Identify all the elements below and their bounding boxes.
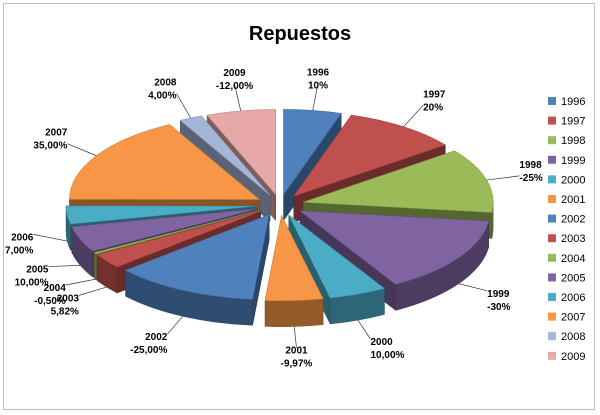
legend-swatch bbox=[548, 195, 556, 203]
data-label-1997: 1997 20% bbox=[423, 89, 446, 113]
leader-line-2009 bbox=[234, 84, 242, 111]
legend-label: 1997 bbox=[561, 116, 585, 128]
legend-item-2007: 2007 bbox=[548, 312, 585, 324]
legend-label: 2001 bbox=[561, 194, 585, 206]
legend-label: 1996 bbox=[561, 96, 585, 108]
legend-item-1999: 1999 bbox=[548, 155, 585, 167]
legend-item-2003: 2003 bbox=[548, 233, 585, 245]
legend-item-2005: 2005 bbox=[548, 272, 585, 284]
legend-swatch bbox=[548, 234, 556, 243]
leader-line-2003 bbox=[78, 286, 107, 296]
leader-lines bbox=[33, 83, 520, 348]
leader-line-1999 bbox=[458, 283, 488, 292]
legend-swatch bbox=[548, 214, 556, 223]
legend-item-1997: 1997 bbox=[548, 116, 585, 128]
slice-2001 bbox=[264, 214, 324, 327]
leader-line-2000 bbox=[357, 319, 371, 340]
leader-line-2006 bbox=[33, 234, 68, 242]
legend-swatch bbox=[548, 293, 556, 301]
legend-item-2001: 2001 bbox=[548, 194, 585, 206]
data-label-1999: 1999 -30% bbox=[487, 289, 510, 313]
legend-label: 2004 bbox=[561, 253, 585, 265]
legend-label: 2003 bbox=[561, 233, 585, 245]
data-label-2005: 2005 10,00% bbox=[15, 265, 49, 289]
legend-label: 1998 bbox=[561, 135, 585, 147]
leader-line-2005 bbox=[48, 264, 81, 267]
legend-item-1998: 1998 bbox=[548, 135, 585, 147]
legend-item-2006: 2006 bbox=[548, 292, 585, 304]
legend-label: 2005 bbox=[561, 272, 585, 284]
legend-label: 2009 bbox=[561, 351, 585, 363]
legend-label: 2008 bbox=[561, 331, 585, 343]
legend-swatch bbox=[548, 136, 556, 145]
legend-swatch bbox=[548, 97, 556, 105]
legend-item-1996: 1996 bbox=[548, 96, 585, 108]
leader-line-1997 bbox=[403, 105, 424, 128]
data-label-2000: 2000 10,00% bbox=[370, 337, 404, 361]
legend-item-2004: 2004 bbox=[548, 253, 585, 265]
legend-swatch bbox=[548, 332, 556, 341]
leader-line-2002 bbox=[167, 316, 184, 335]
data-labels: 1996 10% 1997 20% 1998 -25% 1999 -30% 2000 10,00%… bbox=[5, 67, 543, 369]
legend-swatch bbox=[548, 273, 556, 282]
leader-line-2004 bbox=[65, 278, 96, 286]
pie-slices bbox=[65, 109, 494, 327]
legend-item-2008: 2008 bbox=[548, 331, 585, 343]
legend-label: 1999 bbox=[561, 155, 585, 167]
chart-title: Repuestos bbox=[249, 23, 351, 45]
data-label-2003: 2003 5,82% bbox=[51, 293, 80, 317]
data-label-2002: 2002 -25,00% bbox=[130, 332, 168, 356]
data-label-2007: 2007 35,00% bbox=[33, 128, 67, 152]
legend-swatch bbox=[548, 253, 556, 262]
legend-swatch bbox=[548, 116, 556, 125]
data-label-1998: 1998 -25% bbox=[519, 160, 542, 184]
leader-line-2001 bbox=[293, 326, 297, 348]
data-label-1996: 1996 10% bbox=[307, 67, 330, 91]
leader-line-1998 bbox=[486, 175, 520, 181]
leader-line-2008 bbox=[176, 93, 191, 119]
legend-item-2000: 2000 bbox=[548, 174, 585, 186]
leader-line-2007 bbox=[67, 143, 97, 157]
data-label-2001: 2001 -9,97% bbox=[281, 346, 313, 370]
data-label-2006: 2006 7,00% bbox=[5, 232, 34, 256]
data-label-2009: 2009 -12,00% bbox=[216, 68, 253, 92]
legend-swatch bbox=[548, 155, 556, 164]
legend-item-2002: 2002 bbox=[548, 214, 585, 226]
legend-label: 2002 bbox=[561, 214, 585, 226]
legend-label: 2007 bbox=[561, 312, 585, 324]
legend-item-2009: 2009 bbox=[548, 351, 585, 363]
data-label-2004: 2004 -0,50% bbox=[34, 283, 66, 307]
legend: 1996 1997 1998 1999 2000 2001 2002 2003 2004 2005… bbox=[548, 96, 585, 363]
legend-swatch bbox=[548, 312, 556, 321]
legend-swatch bbox=[548, 175, 556, 184]
slice-2002 bbox=[124, 214, 270, 326]
legend-label: 2006 bbox=[561, 292, 585, 304]
leader-line-1996 bbox=[312, 83, 319, 111]
legend-swatch bbox=[548, 351, 556, 360]
data-label-2008: 2008 4,00% bbox=[148, 78, 177, 102]
legend-label: 2000 bbox=[561, 174, 585, 186]
